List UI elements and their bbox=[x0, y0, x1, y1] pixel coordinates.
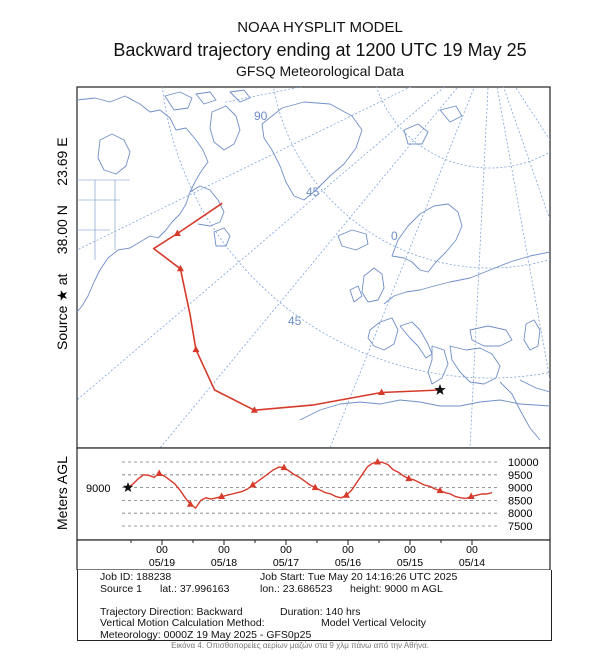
chart-title: NOAA HYSPLIT MODEL bbox=[237, 19, 403, 36]
coastline-british-isles bbox=[349, 267, 385, 303]
vertical-method: Vertical Motion Calculation Method: bbox=[100, 617, 265, 629]
trajectory-marker bbox=[176, 264, 184, 272]
height-marker bbox=[311, 483, 319, 491]
height-marker bbox=[374, 458, 382, 465]
coastline-caspian bbox=[523, 319, 541, 351]
job-start: Job Start: Tue May 20 14:16:26 UTC 2025 bbox=[260, 571, 458, 583]
meridian-line bbox=[496, 87, 550, 383]
trajectory-marker bbox=[250, 406, 258, 413]
height-marker bbox=[218, 492, 226, 500]
meridian-line bbox=[329, 87, 475, 448]
height-profile-line bbox=[127, 461, 493, 509]
height-tick-label: 9000 bbox=[508, 483, 532, 495]
source-star-icon bbox=[434, 384, 446, 395]
latitude-circle bbox=[376, 87, 550, 169]
coastline-greenland bbox=[261, 101, 363, 201]
coastline-newfoundland bbox=[213, 227, 231, 247]
height-marker bbox=[280, 463, 288, 471]
vertical-method-value: Model Vertical Velocity bbox=[321, 617, 427, 629]
time-date-label: 05/15 bbox=[397, 557, 423, 569]
coastline-arabia bbox=[499, 379, 550, 441]
source-height-star-icon bbox=[122, 482, 134, 492]
meridian-line bbox=[469, 87, 489, 448]
meteorology: Meteorology: 0000Z 19 May 2025 - GFS0p25 bbox=[100, 628, 312, 641]
trajectory-direction: Trajectory Direction: Backward bbox=[100, 605, 243, 618]
source-lon: lon.: 23.686523 bbox=[260, 582, 333, 595]
grid-label: 90 bbox=[254, 109, 268, 123]
height-tick-label: 8000 bbox=[508, 508, 532, 520]
coastline-arctic-islands bbox=[164, 89, 251, 111]
coastline-labrador bbox=[189, 185, 225, 227]
height-marker bbox=[155, 469, 163, 477]
time-axis-panel bbox=[76, 539, 551, 570]
coastline-europe-mainland bbox=[367, 251, 550, 385]
trajectory-marker bbox=[378, 388, 386, 396]
trajectory-marker bbox=[192, 345, 200, 353]
time-hour-label: 00 bbox=[404, 544, 416, 556]
source-lat: lat.: 37.996163 bbox=[160, 582, 230, 595]
time-hour-label: 00 bbox=[466, 544, 478, 556]
time-date-label: 05/19 bbox=[149, 557, 175, 569]
meridian-line bbox=[159, 87, 459, 448]
height-tick-label: 9500 bbox=[508, 470, 532, 482]
source-id: Source 1 bbox=[100, 582, 143, 595]
height-tick-label: 8500 bbox=[508, 495, 532, 507]
trajectory-marker bbox=[173, 229, 181, 236]
figure-caption: Εικόνα 4. Οπισθοπορείες αερίων μαζών στα… bbox=[171, 641, 429, 650]
coastline-iceland bbox=[337, 229, 369, 251]
meridian-line bbox=[77, 87, 412, 251]
time-hour-label: 00 bbox=[156, 544, 168, 556]
source-height-label: 9000 bbox=[86, 483, 110, 495]
height-marker bbox=[467, 492, 475, 500]
meridian-line bbox=[514, 87, 550, 141]
trajectory-duration: Duration: 140 hrs bbox=[280, 605, 361, 618]
height-marker bbox=[436, 486, 444, 494]
vertical-axis-label: Meters AGL bbox=[54, 456, 70, 530]
grid-label: 0 bbox=[391, 229, 398, 243]
chart-titles: NOAA HYSPLIT MODEL Backward trajectory e… bbox=[70, 18, 570, 81]
height-marker bbox=[405, 474, 413, 482]
time-hour-label: 00 bbox=[218, 544, 230, 556]
job-id: Job ID: 188238 bbox=[100, 571, 172, 583]
grid-label: 45 bbox=[288, 314, 302, 328]
coastline-black-sea bbox=[469, 325, 513, 347]
info-box: Job ID: 188238 Job Start: Tue May 20 14:1… bbox=[77, 570, 552, 641]
height-tick-label: 7500 bbox=[508, 521, 532, 533]
height-marker bbox=[186, 500, 194, 507]
state-lines bbox=[77, 179, 130, 260]
height-marker bbox=[249, 481, 257, 488]
latitude-circle bbox=[273, 87, 550, 269]
grid-label: 45 bbox=[306, 185, 320, 199]
time-hour-label: 00 bbox=[280, 544, 292, 556]
time-date-label: 05/17 bbox=[273, 557, 299, 569]
coastline-hudson-bay bbox=[97, 133, 131, 175]
coastline-baffin-island bbox=[209, 105, 241, 151]
source-location-label: Source ★ at 38.00 N 23.69 E bbox=[54, 137, 70, 350]
height-tick-label: 10000 bbox=[508, 457, 539, 469]
time-date-label: 05/18 bbox=[211, 557, 237, 569]
time-date-label: 05/14 bbox=[459, 557, 485, 569]
source-height: height: 9000 m AGL bbox=[350, 582, 443, 595]
coastline-scandinavia bbox=[391, 203, 463, 273]
time-date-label: 05/16 bbox=[335, 557, 361, 569]
height-marker bbox=[342, 491, 350, 498]
chart-subtitle-2: GFSQ Meteorological Data bbox=[235, 63, 405, 79]
time-hour-label: 00 bbox=[342, 544, 354, 556]
coastline-north-africa bbox=[299, 399, 550, 421]
chart-subtitle: Backward trajectory ending at 1200 UTC 1… bbox=[113, 40, 527, 60]
coastline-svalbard bbox=[403, 105, 463, 145]
